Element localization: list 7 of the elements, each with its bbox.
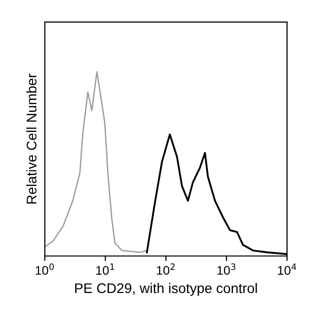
x-tick-label: 10$^{2}$: [156, 263, 175, 275]
y-axis-title: Relative Cell Number: [26, 74, 36, 204]
x-tick-label: 10$^{4}$: [278, 264, 296, 275]
x-tick-label: 10$^{3}$: [217, 263, 236, 275]
x-axis-title: PE CD29, with isotype control: [75, 282, 257, 296]
x-tick-label: 10$^{0}$: [36, 263, 54, 275]
x-tick-label: 10$^{1}$: [96, 264, 114, 275]
